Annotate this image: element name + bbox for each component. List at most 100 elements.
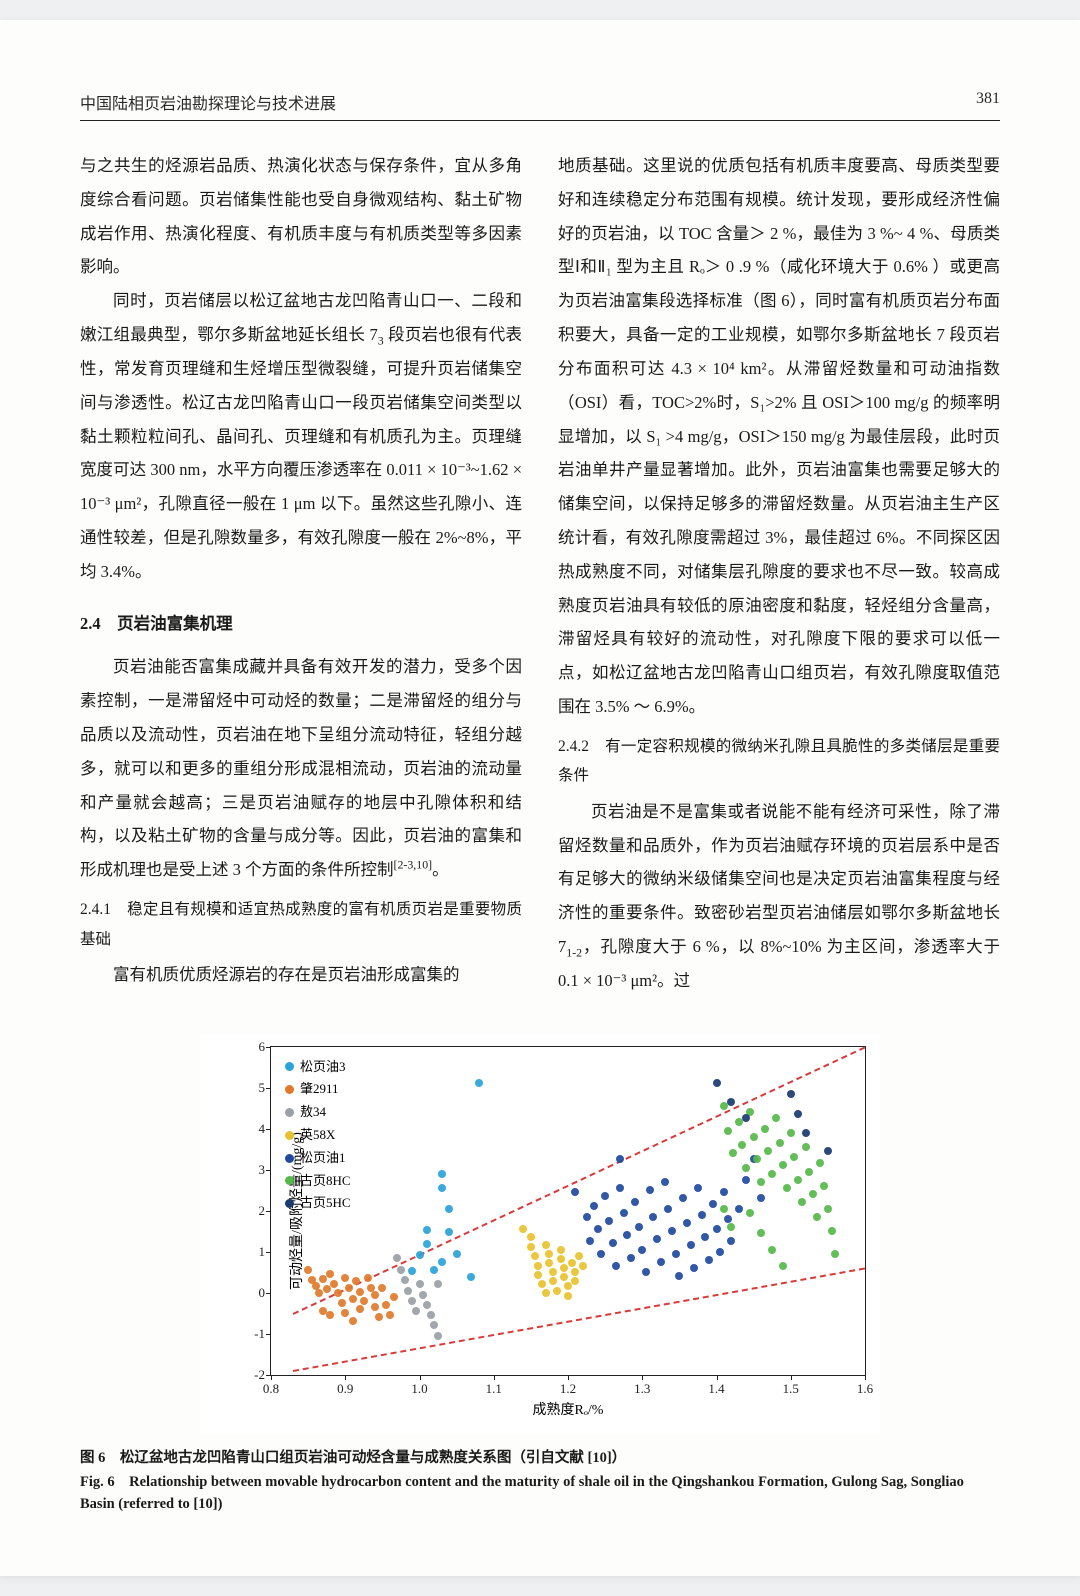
right-p1: 地质基础。这里说的优质包括有机质丰度要高、母质类型要好和连续稳定分布范围有规模。… (558, 149, 1000, 724)
data-point (453, 1250, 461, 1258)
legend-item: 松页油1 (285, 1148, 351, 1169)
left-p2: 同时，页岩储层以松辽盆地古龙凹陷青山口一、二段和嫩江组最典型，鄂尔多斯盆地延长组… (80, 284, 522, 588)
legend-swatch (285, 1085, 294, 1094)
legend-item: 古页8HC (285, 1171, 351, 1192)
data-point (545, 1250, 553, 1258)
data-point (772, 1114, 780, 1122)
data-point (824, 1205, 832, 1213)
data-point (349, 1317, 357, 1325)
legend-label: 古页5HC (300, 1193, 351, 1214)
data-point (687, 1241, 695, 1249)
data-point (698, 1211, 706, 1219)
data-point (571, 1268, 579, 1276)
data-point (560, 1264, 568, 1272)
data-point (568, 1259, 576, 1267)
data-point (445, 1205, 453, 1213)
data-point (694, 1184, 702, 1192)
legend-swatch (285, 1131, 294, 1140)
legend-label: 松页油1 (300, 1148, 346, 1169)
x-axis-label: 成熟度Rₒ/% (533, 1399, 604, 1419)
data-point (371, 1303, 379, 1311)
data-point (549, 1268, 557, 1276)
data-point (564, 1292, 572, 1300)
running-header: 中国陆相页岩油勘探理论与技术进展 381 (80, 90, 1000, 121)
plot-area: 可动烃量/吸附烃量/(mg/g) 成熟度Rₒ/% 松页油3肇2911敖34英58… (270, 1046, 866, 1376)
data-point (776, 1139, 784, 1147)
x-tick-label: 1.4 (708, 1381, 724, 1397)
data-point (635, 1223, 643, 1231)
data-point (649, 1213, 657, 1221)
data-point (423, 1226, 431, 1234)
legend-label: 英58X (300, 1125, 335, 1146)
data-point (416, 1251, 424, 1259)
header-title: 中国陆相页岩油勘探理论与技术进展 (80, 90, 336, 114)
data-point (360, 1297, 368, 1305)
data-point (438, 1184, 446, 1192)
data-point (326, 1311, 334, 1319)
data-point (653, 1235, 661, 1243)
data-point (438, 1258, 446, 1266)
data-point (727, 1237, 735, 1245)
data-point (557, 1255, 565, 1263)
data-point (542, 1241, 550, 1249)
data-point (742, 1164, 750, 1172)
y-tick-label: 5 (259, 1080, 266, 1096)
caption-cn: 图 6 松辽盆地古龙凹陷青山口组页岩油可动烃含量与成熟度关系图（引自文献 [10… (80, 1446, 1000, 1467)
left-column: 与之共生的烃源岩品质、热演化状态与保存条件，宜从多角度综合看问题。页岩储集性能也… (80, 149, 522, 998)
data-point (735, 1205, 743, 1213)
data-point (356, 1305, 364, 1313)
data-point (779, 1161, 787, 1169)
data-point (430, 1321, 438, 1329)
data-point (427, 1311, 435, 1319)
data-point (319, 1275, 327, 1283)
data-point (729, 1149, 737, 1157)
page-number: 381 (976, 90, 1000, 114)
data-point (787, 1129, 795, 1137)
data-point (378, 1284, 386, 1292)
data-point (434, 1332, 442, 1340)
data-point (326, 1270, 334, 1278)
data-point (623, 1231, 631, 1239)
data-point (545, 1259, 553, 1267)
data-point (390, 1293, 398, 1301)
right-p2: 页岩油是不是富集或者说能不能有经济可采性，除了滞留烃数量和品质外，作为页岩油赋存… (558, 795, 1000, 998)
x-tick-label: 0.8 (263, 1381, 279, 1397)
legend: 松页油3肇2911敖34英58X松页油1古页8HC古页5HC (285, 1057, 351, 1217)
data-point (408, 1267, 416, 1275)
data-point (642, 1268, 650, 1276)
y-tick-label: -1 (254, 1326, 265, 1342)
data-point (382, 1301, 390, 1309)
data-point (338, 1299, 346, 1307)
data-point (594, 1225, 602, 1233)
data-point (349, 1295, 357, 1303)
data-point (438, 1170, 446, 1178)
legend-item: 英58X (285, 1125, 351, 1146)
legend-item: 肇2911 (285, 1079, 351, 1100)
data-point (638, 1246, 646, 1254)
data-point (679, 1194, 687, 1202)
data-point (802, 1129, 810, 1137)
data-point (757, 1178, 765, 1186)
data-point (419, 1291, 427, 1299)
data-point (542, 1289, 550, 1297)
heading-2-4-1: 2.4.1 稳定且有规模和适宜热成熟度的富有机质页岩是重要物质基础 (80, 895, 522, 954)
data-point (757, 1194, 765, 1202)
data-point (750, 1133, 758, 1141)
x-tick-label: 1.5 (783, 1381, 799, 1397)
data-point (724, 1127, 732, 1135)
data-point (527, 1233, 535, 1241)
data-point (757, 1229, 765, 1237)
data-point (371, 1291, 379, 1299)
legend-label: 肇2911 (300, 1079, 339, 1100)
data-point (423, 1240, 431, 1248)
data-point (798, 1198, 806, 1206)
scatter-chart: 可动烃量/吸附烃量/(mg/g) 成熟度Rₒ/% 松页油3肇2911敖34英58… (200, 1034, 880, 1434)
data-point (564, 1282, 572, 1290)
data-point (560, 1273, 568, 1281)
data-point (434, 1280, 442, 1288)
data-point (675, 1272, 683, 1280)
left-p4: 富有机质优质烃源岩的存在是页岩油形成富集的 (80, 958, 522, 992)
legend-item: 松页油3 (285, 1057, 351, 1078)
data-point (761, 1125, 769, 1133)
data-point (352, 1277, 360, 1285)
